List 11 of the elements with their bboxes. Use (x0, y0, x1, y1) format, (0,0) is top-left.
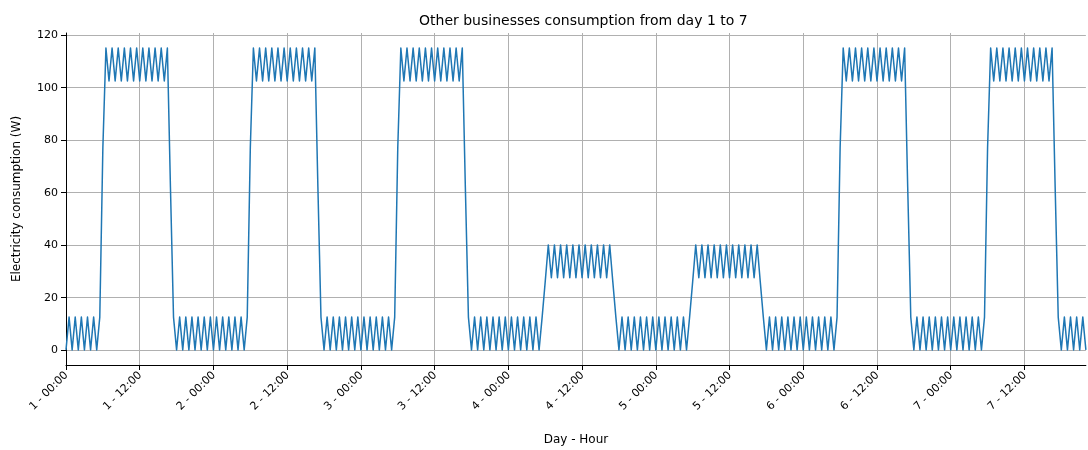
y-tick-label: 80 (44, 133, 58, 147)
chart-title: Other businesses consumption from day 1 to 7 (419, 12, 748, 28)
line-series (65, 47, 1087, 351)
y-tick-label: 40 (44, 238, 58, 252)
y-axis-title: Electricity consumption (W) (9, 115, 23, 283)
y-tick-label: 60 (44, 185, 58, 199)
y-tick-label: 100 (37, 80, 58, 94)
y-tick-label: 120 (37, 28, 58, 42)
y-tick-label: 0 (51, 343, 58, 357)
x-axis-title: Day - Hour (543, 432, 609, 446)
y-tick-label: 20 (44, 290, 58, 304)
